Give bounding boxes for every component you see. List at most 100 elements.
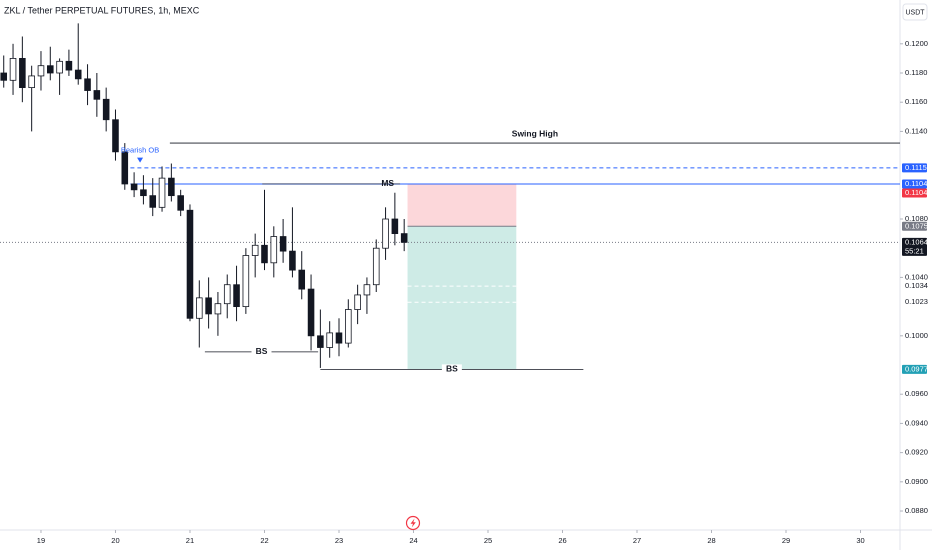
annotation-label: BS — [446, 364, 458, 374]
candle-body — [19, 58, 26, 89]
candle — [205, 277, 212, 329]
candle-body — [400, 233, 408, 243]
candle — [112, 109, 119, 161]
price-label-box — [902, 163, 927, 173]
candle-body — [354, 294, 361, 310]
candle-body — [289, 250, 296, 271]
candle-body — [93, 90, 101, 100]
candle-body — [158, 177, 166, 208]
annotation-bg — [251, 346, 272, 357]
x-tick-label: 21 — [186, 536, 194, 545]
candle — [158, 166, 166, 212]
candle — [168, 163, 175, 202]
annotation-label: MS — [381, 178, 394, 188]
candle — [56, 58, 63, 95]
plot-layer — [0, 23, 900, 370]
candle-body — [279, 236, 287, 252]
x-tick-label: 23 — [335, 536, 343, 545]
candle-body — [298, 269, 306, 290]
candle — [0, 55, 8, 88]
candle — [251, 233, 259, 278]
candle — [130, 172, 138, 198]
candle — [391, 192, 399, 246]
candle-body — [177, 195, 184, 211]
candle — [140, 175, 147, 205]
y-tick-label: 0.0880 — [905, 506, 928, 515]
x-tick-label: 19 — [37, 536, 45, 545]
candle-body — [214, 303, 222, 315]
candle — [223, 274, 231, 319]
price-label: 0.1023 — [905, 297, 928, 306]
candle-body — [56, 60, 63, 74]
candle-body — [0, 72, 8, 81]
candle — [335, 318, 343, 357]
candle-body — [9, 58, 17, 81]
candle — [84, 64, 91, 106]
candle-body — [363, 284, 371, 296]
countdown-label: 55:21 — [905, 246, 924, 255]
quote-button-box[interactable] — [902, 3, 928, 21]
y-tick-label: 0.0920 — [905, 448, 928, 457]
candle-body — [121, 151, 129, 185]
price-label: 0.1034 — [905, 281, 928, 290]
candle-body — [223, 284, 231, 305]
candle — [326, 321, 333, 358]
price-label-box — [902, 297, 927, 307]
x-tick-label: 28 — [707, 536, 715, 545]
candle — [345, 299, 352, 348]
candle-body — [242, 255, 250, 308]
x-tick-label: 25 — [484, 536, 492, 545]
candle-body — [47, 65, 54, 74]
candle — [196, 280, 203, 348]
y-tick-label: 0.1200 — [905, 39, 928, 48]
price-label: 0.1064 — [905, 237, 928, 246]
candle — [149, 178, 157, 217]
candle — [400, 219, 408, 252]
lightning-icon[interactable] — [405, 515, 421, 531]
candle — [28, 65, 35, 132]
price-label: 0.1115 — [905, 163, 927, 172]
chart-title: ZKL / Tether PERPETUAL FUTURES, 1h, MEXC — [4, 5, 200, 15]
candle-body — [112, 119, 119, 153]
candle-body — [149, 195, 157, 208]
quote-button[interactable]: USDT — [905, 9, 925, 16]
y-tick-label: 0.0900 — [905, 477, 928, 486]
price-label: 0.0977 — [905, 364, 928, 373]
candle-body — [372, 247, 380, 286]
candle — [354, 284, 361, 325]
candle — [37, 51, 45, 91]
candle — [93, 73, 101, 117]
y-tick-label: 0.1180 — [905, 68, 927, 77]
y-tick-label: 0.1040 — [905, 272, 928, 281]
candle — [372, 239, 380, 293]
candle-body — [28, 75, 35, 89]
price-label: 0.1075 — [905, 221, 928, 230]
x-tick-label: 27 — [633, 536, 641, 545]
x-tick-label: 22 — [260, 536, 268, 545]
candle — [102, 87, 110, 132]
price-label-box — [902, 188, 927, 198]
candle — [279, 219, 287, 263]
candle — [317, 309, 324, 368]
candle-body — [261, 244, 268, 264]
candle-body — [391, 218, 399, 235]
marker-label: Bearish OB — [121, 146, 159, 155]
candle — [261, 189, 268, 271]
candle-body — [205, 297, 212, 315]
candle-body — [140, 189, 147, 197]
candle-body — [335, 332, 343, 344]
candle — [270, 226, 278, 278]
marker-triangle — [137, 157, 144, 163]
price-label-box — [902, 281, 927, 291]
candle-body — [382, 218, 389, 249]
y-tick-label: 0.1000 — [905, 331, 928, 340]
candle — [242, 248, 250, 314]
candle-body — [251, 244, 259, 256]
x-tick-label: 26 — [558, 536, 566, 545]
price-label-box — [902, 364, 927, 374]
candle — [382, 207, 389, 260]
candle-body — [270, 236, 278, 264]
candle — [186, 204, 194, 322]
